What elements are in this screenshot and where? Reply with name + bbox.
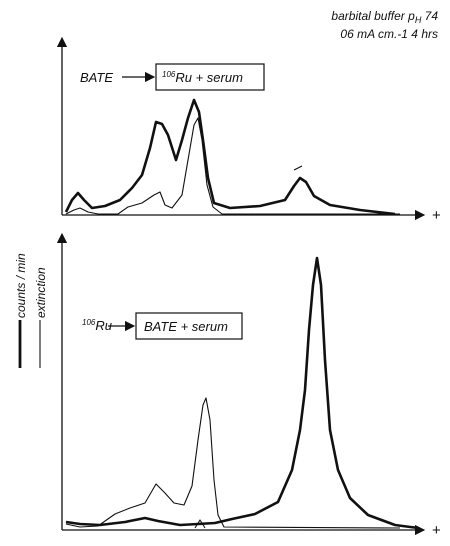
end-mark: + — [432, 207, 441, 224]
source-label: 106Ru — [82, 318, 112, 333]
end-mark: + — [432, 522, 441, 539]
legend-thick-label: counts / min — [14, 253, 28, 318]
source-label: BATE — [80, 70, 113, 85]
small-peak — [194, 519, 206, 529]
box — [135, 312, 243, 340]
legend-thin-label: extinction — [34, 267, 48, 318]
box — [155, 63, 265, 91]
extinction-curve — [65, 397, 401, 529]
counts-curve — [64, 98, 396, 216]
box-label: BATE + serum — [144, 319, 228, 334]
header-line1: barbital buffer pH 74 — [331, 9, 438, 25]
mark — [293, 165, 303, 171]
extinction-curve — [65, 117, 400, 215]
box-label: 106Ru + serum — [162, 70, 243, 85]
header-line2: 06 mA cm.-1 4 hrs — [340, 27, 438, 41]
counts-curve — [65, 256, 419, 530]
